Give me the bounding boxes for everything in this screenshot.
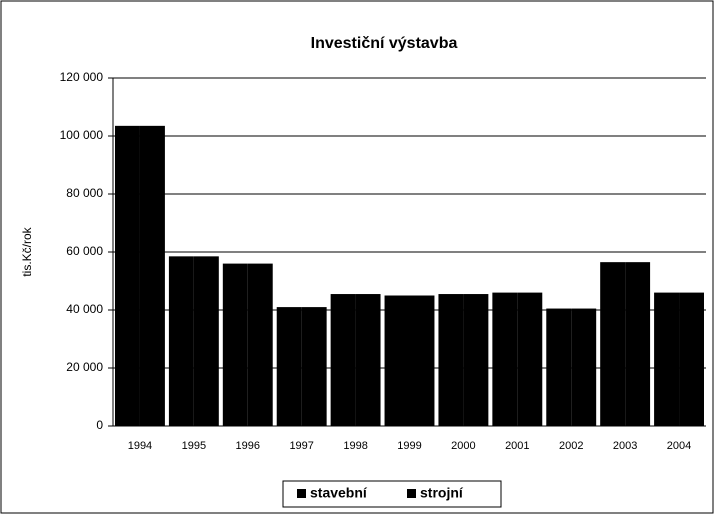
bar <box>679 292 704 426</box>
bar <box>384 295 410 426</box>
bar <box>409 295 435 426</box>
y-tick-label: 60 000 <box>66 244 103 258</box>
x-tick-label: 1999 <box>397 440 421 452</box>
bar <box>276 307 302 426</box>
bar <box>193 256 219 426</box>
x-tick-label: 1997 <box>289 440 313 452</box>
legend-swatch <box>407 489 416 498</box>
x-tick-label: 2001 <box>505 440 529 452</box>
x-tick-label: 1995 <box>182 440 206 452</box>
y-tick-label: 40 000 <box>66 302 103 316</box>
y-tick-label: 120 000 <box>60 70 104 84</box>
legend-label: strojní <box>420 485 464 501</box>
x-tick-label: 2003 <box>613 440 637 452</box>
bar <box>247 263 273 426</box>
x-tick-label: 2004 <box>667 440 691 452</box>
bar <box>222 263 248 426</box>
y-tick-label: 0 <box>96 418 103 432</box>
bar <box>571 308 597 426</box>
bar <box>625 262 651 426</box>
bar <box>654 292 680 426</box>
bar <box>463 294 489 426</box>
bar <box>546 308 572 426</box>
x-tick-label: 1994 <box>128 440 152 452</box>
y-tick-label: 20 000 <box>66 360 103 374</box>
bar <box>517 292 543 426</box>
y-tick-label: 80 000 <box>66 186 103 200</box>
bar <box>355 294 381 426</box>
x-tick-label: 2002 <box>559 440 583 452</box>
legend-label: stavební <box>310 485 368 501</box>
y-tick-label: 100 000 <box>60 128 104 142</box>
legend-swatch <box>297 489 306 498</box>
bar <box>438 294 464 426</box>
bar <box>115 125 140 426</box>
bar <box>301 307 327 426</box>
chart-title: Investiční výstavba <box>311 35 458 52</box>
legend-box <box>282 480 502 508</box>
bar <box>139 125 165 426</box>
x-tick-label: 1998 <box>343 440 367 452</box>
bar <box>492 292 518 426</box>
bar <box>600 262 626 426</box>
bar <box>330 294 356 426</box>
y-axis-label: tis.Kč/rok <box>20 226 34 276</box>
x-tick-label: 2000 <box>451 440 475 452</box>
x-tick-label: 1996 <box>236 440 260 452</box>
bar <box>168 256 194 426</box>
